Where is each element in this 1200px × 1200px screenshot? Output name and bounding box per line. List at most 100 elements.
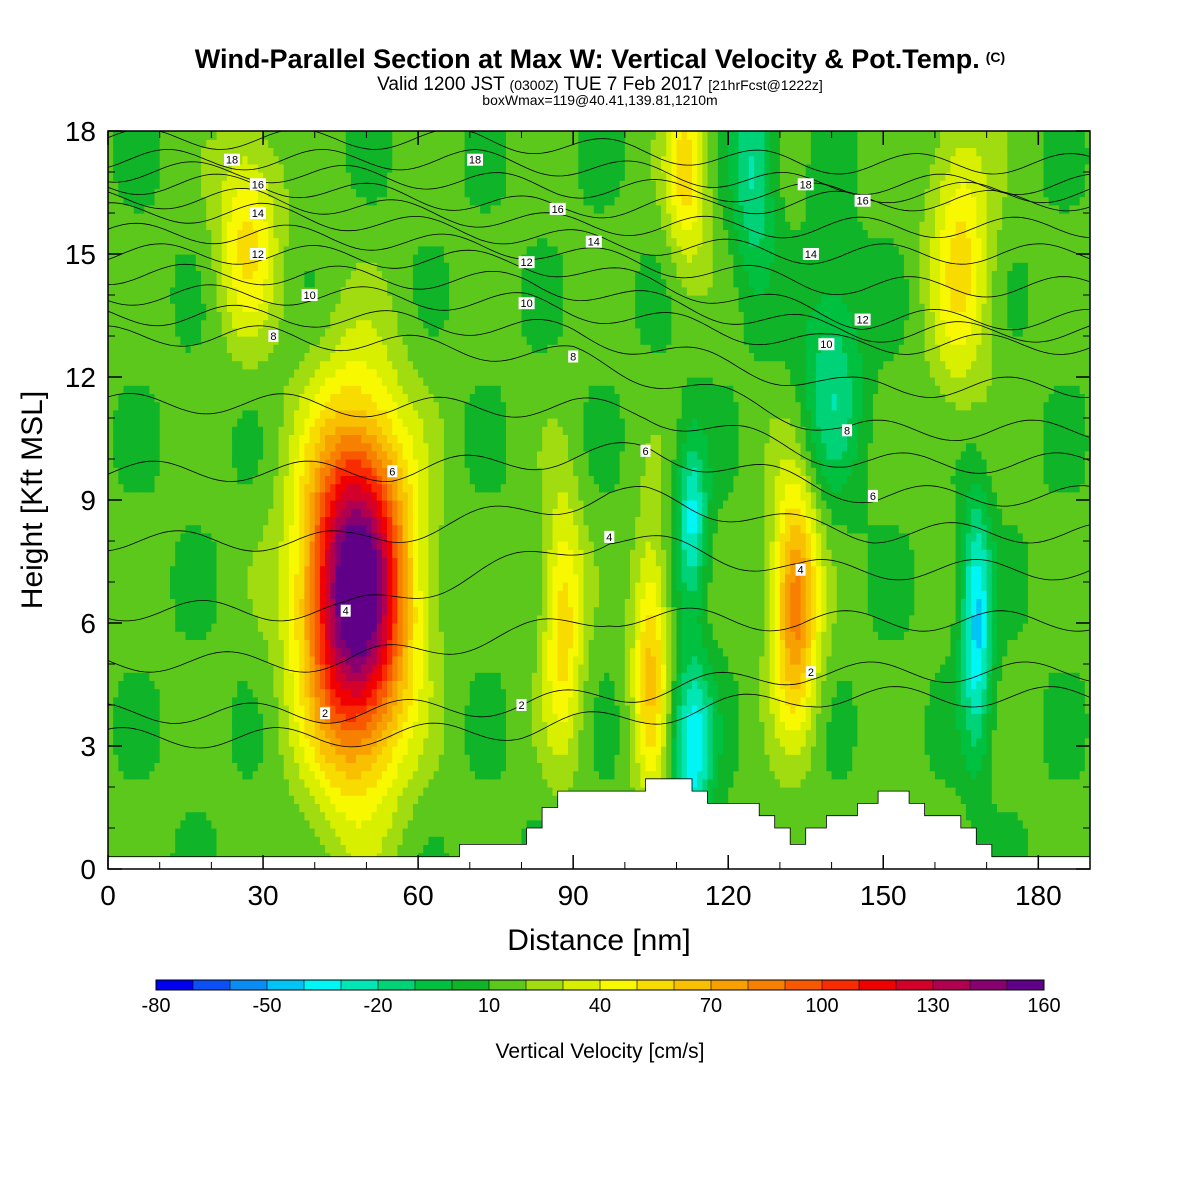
velocity-cell <box>335 819 342 829</box>
velocity-cell <box>1027 680 1034 690</box>
velocity-cell <box>123 770 130 780</box>
velocity-cell <box>619 778 626 788</box>
velocity-cell <box>464 713 471 722</box>
velocity-cell <box>981 770 988 780</box>
velocity-cell <box>195 819 202 829</box>
velocity-cell <box>764 746 771 755</box>
velocity-cell <box>960 754 967 763</box>
velocity-cell <box>867 664 874 673</box>
velocity-cell <box>852 746 859 755</box>
velocity-cell <box>485 795 492 804</box>
velocity-cell <box>692 746 698 755</box>
velocity-cell <box>180 770 187 780</box>
velocity-cell <box>557 672 564 681</box>
velocity-cell <box>232 737 238 747</box>
velocity-cell <box>552 664 559 673</box>
velocity-cell <box>774 803 781 813</box>
velocity-cell <box>154 778 161 788</box>
velocity-cell <box>702 664 709 673</box>
velocity-cell <box>1074 819 1081 829</box>
velocity-cell <box>903 721 910 731</box>
velocity-cell <box>604 696 610 706</box>
velocity-cell <box>299 795 305 804</box>
velocity-cell <box>433 828 440 837</box>
velocity-cell <box>630 737 636 747</box>
velocity-cell <box>521 729 528 739</box>
velocity-cell <box>500 672 507 681</box>
velocity-cell <box>500 680 507 690</box>
velocity-cell <box>955 713 962 722</box>
velocity-cell <box>531 729 538 739</box>
velocity-cell <box>986 737 993 747</box>
velocity-cell <box>443 828 450 837</box>
velocity-cell <box>1058 803 1065 813</box>
velocity-cell <box>888 688 895 698</box>
velocity-cell <box>283 696 290 706</box>
velocity-cell <box>702 705 709 714</box>
velocity-cell <box>247 803 254 813</box>
velocity-cell <box>490 680 497 690</box>
velocity-cell <box>1074 721 1081 731</box>
velocity-cell <box>278 828 285 837</box>
velocity-cell <box>1007 729 1014 739</box>
velocity-cell <box>268 754 274 763</box>
velocity-cell <box>950 672 957 681</box>
velocity-cell <box>686 705 693 714</box>
velocity-cell <box>883 737 890 747</box>
velocity-cell <box>273 672 280 681</box>
velocity-cell <box>438 754 445 763</box>
velocity-cell <box>464 737 471 747</box>
velocity-cell <box>567 737 574 747</box>
velocity-cell <box>671 688 678 698</box>
velocity-cell <box>567 688 574 698</box>
velocity-cell <box>640 672 647 681</box>
velocity-cell <box>247 844 254 854</box>
velocity-cell <box>314 803 321 813</box>
velocity-cell <box>1022 754 1029 763</box>
velocity-cell <box>154 787 161 796</box>
velocity-cell <box>898 688 905 698</box>
velocity-cell <box>779 795 786 804</box>
velocity-cell <box>247 746 254 755</box>
velocity-cell <box>624 746 631 755</box>
velocity-cell <box>511 705 517 714</box>
velocity-cell <box>294 836 300 845</box>
velocity-cell <box>521 819 528 829</box>
velocity-cell <box>536 762 543 772</box>
velocity-cell <box>149 680 156 690</box>
velocity-cell <box>356 655 362 665</box>
velocity-cell <box>221 795 228 804</box>
velocity-cell <box>821 729 828 739</box>
velocity-cell <box>433 680 440 690</box>
velocity-cell <box>278 844 285 854</box>
velocity-cell <box>764 655 771 665</box>
velocity-cell <box>257 696 264 706</box>
velocity-cell <box>268 647 274 657</box>
velocity-cell <box>583 762 590 772</box>
velocity-cell <box>128 737 135 747</box>
velocity-cell <box>593 664 600 673</box>
velocity-cell <box>743 737 750 747</box>
velocity-cell <box>449 778 455 788</box>
velocity-cell <box>381 762 388 772</box>
velocity-cell <box>733 737 740 747</box>
velocity-cell <box>376 828 383 837</box>
velocity-cell <box>754 688 760 698</box>
velocity-cell <box>361 819 368 829</box>
velocity-cell <box>154 680 161 690</box>
velocity-cell <box>418 688 424 698</box>
velocity-cell <box>309 705 316 714</box>
velocity-cell <box>325 787 331 796</box>
velocity-cell <box>562 655 569 665</box>
velocity-cell <box>557 762 564 772</box>
velocity-cell <box>1007 713 1014 722</box>
velocity-cell <box>733 672 740 681</box>
velocity-cell <box>567 655 574 665</box>
velocity-cell <box>521 664 528 673</box>
velocity-cell <box>371 746 378 755</box>
velocity-cell <box>945 705 952 714</box>
velocity-cell <box>800 737 807 747</box>
velocity-cell <box>144 811 150 821</box>
velocity-cell <box>356 762 362 772</box>
velocity-cell <box>759 754 765 763</box>
